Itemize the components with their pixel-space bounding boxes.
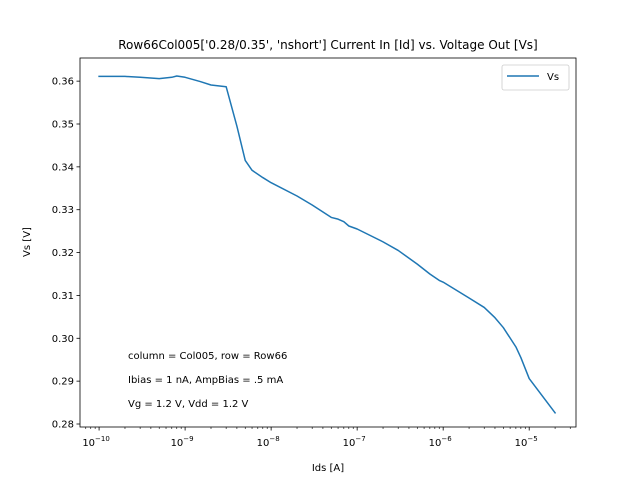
x-tick-exponent: −6 <box>441 435 452 443</box>
x-tick-exponent: −9 <box>183 435 193 443</box>
legend-label-vs: Vs <box>547 72 559 83</box>
y-tick-label: 0.30 <box>52 334 74 345</box>
y-tick-label: 0.34 <box>52 162 74 173</box>
annotation-block: column = Col005, row = Row66 Ibias = 1 n… <box>128 351 287 410</box>
y-tick-label: 0.31 <box>52 291 74 302</box>
y-tick-label: 0.33 <box>52 205 74 216</box>
x-tick-exponent: −5 <box>527 435 537 443</box>
x-tick-mantissa: 10 <box>515 438 528 449</box>
annotation-line-2: Ibias = 1 nA, AmpBias = .5 mA <box>128 375 283 386</box>
y-tick-label: 0.28 <box>52 420 74 431</box>
x-tick-label: 10−10 <box>82 435 110 449</box>
series-layer <box>98 75 557 414</box>
x-tick-mantissa: 10 <box>343 438 356 449</box>
x-tick-label: 10−8 <box>257 435 280 449</box>
annotation-line-1: column = Col005, row = Row66 <box>128 351 287 362</box>
y-tick-label: 0.35 <box>52 120 74 131</box>
y-tick-label: 0.36 <box>52 77 74 88</box>
y-axis-label: Vs [V] <box>22 227 33 257</box>
legend-box <box>501 64 570 91</box>
y-tick-label: 0.32 <box>52 248 74 259</box>
x-tick-exponent: −8 <box>269 435 279 443</box>
series-line-vs <box>98 75 557 414</box>
x-tick-label: 10−9 <box>171 435 194 449</box>
x-tick-mantissa: 10 <box>429 438 442 449</box>
x-tick-label: 10−6 <box>429 435 453 449</box>
x-axis: 10−10 10−9 10−8 10−7 10−6 10−5 <box>82 427 571 449</box>
y-tick-label: 0.29 <box>52 377 74 388</box>
x-tick-label: 10−5 <box>515 435 538 449</box>
legend: Vs <box>501 64 570 91</box>
plot-frame <box>79 57 577 428</box>
x-tick-exponent: −7 <box>355 435 365 443</box>
x-tick-mantissa: 10 <box>257 438 270 449</box>
x-tick-mantissa: 10 <box>82 438 95 449</box>
x-axis-label: Ids [A] <box>312 463 344 474</box>
y-axis: 0.28 0.29 0.30 0.31 0.32 0.33 0.34 0.35 0.36 <box>52 77 80 431</box>
annotation-line-3: Vg = 1.2 V, Vdd = 1.2 V <box>128 399 249 410</box>
chart-title: Row66Col005['0.28/0.35', 'nshort'] Curre… <box>118 38 538 52</box>
x-tick-mantissa: 10 <box>171 438 184 449</box>
x-tick-exponent: −10 <box>95 435 110 443</box>
x-tick-label: 10−7 <box>343 435 366 449</box>
plot-area <box>80 58 576 427</box>
